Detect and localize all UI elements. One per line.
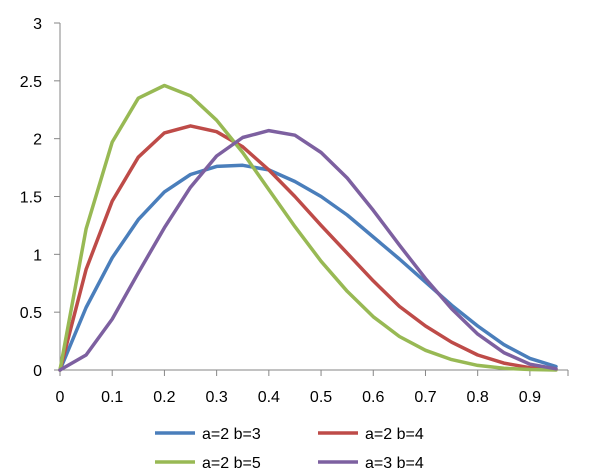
y-tick-label: 3: [33, 16, 42, 33]
series-lines: [58, 83, 558, 372]
legend-label-1: a=2 b=3: [202, 426, 261, 443]
x-tick-label: 0.8: [467, 389, 489, 406]
x-tick-label: 0.4: [258, 389, 280, 406]
x-tick-label: 0.5: [310, 389, 332, 406]
series-line-2: [58, 124, 558, 372]
x-axis-ticks: 0 0.1 0.2 0.3 0.4 0.5 0.6 0.7 0.8 0.9: [56, 370, 569, 406]
x-tick-label: 0.7: [414, 389, 436, 406]
y-tick-label: 1: [33, 247, 42, 264]
y-tick-label: 2: [33, 132, 42, 149]
legend-label-2: a=2 b=4: [365, 426, 424, 443]
series-line-1: [58, 163, 558, 372]
x-tick-label: 0.2: [153, 389, 175, 406]
x-tick-label: 0.6: [362, 389, 384, 406]
plot-area: [59, 23, 568, 371]
legend-label-4: a=3 b=4: [365, 455, 424, 472]
y-axis-ticks: 0 0.5 1 1.5 2 2.5 3: [20, 16, 60, 380]
y-tick-label: 2.5: [20, 74, 42, 91]
y-tick-label: 0: [33, 363, 42, 380]
series-line-4: [58, 128, 558, 372]
y-tick-label: 0.5: [20, 305, 42, 322]
x-tick-label: 0.3: [206, 389, 228, 406]
series-line-3: [58, 83, 558, 372]
y-tick-label: 1.5: [20, 190, 42, 207]
x-tick-label: 0: [56, 389, 65, 406]
x-tick-label: 0.9: [519, 389, 541, 406]
legend: a=2 b=3 a=2 b=4 a=2 b=5 a=3 b=4: [155, 426, 424, 472]
legend-label-3: a=2 b=5: [202, 455, 261, 472]
x-tick-label: 0.1: [101, 389, 123, 406]
